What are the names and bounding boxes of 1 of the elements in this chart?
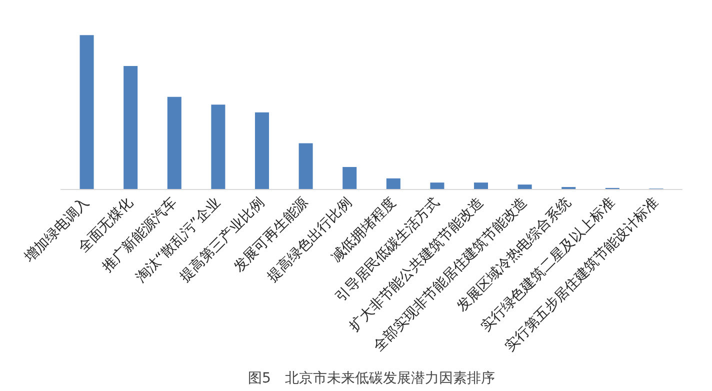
text: 图5 北京市未来低碳发展潜力因素排序 (248, 370, 495, 386)
